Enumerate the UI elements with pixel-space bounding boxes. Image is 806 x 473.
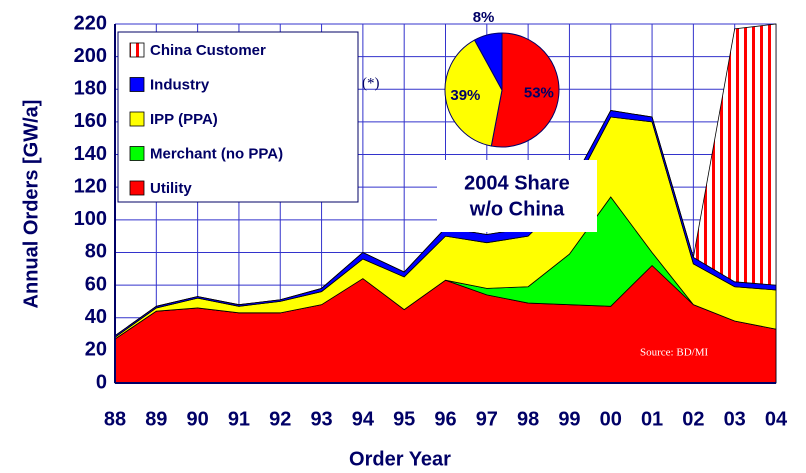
pie-title: 2004 Share <box>464 172 570 194</box>
legend-swatch <box>129 146 145 161</box>
pie-slice <box>444 39 503 147</box>
pie-label: 8% <box>473 9 495 26</box>
legend-swatch <box>129 77 145 92</box>
x-tick-label: 96 <box>434 408 456 430</box>
annotation: (*) <box>362 75 380 91</box>
x-tick-label: 02 <box>682 408 704 430</box>
legend-label: Merchant (no PPA) <box>150 145 283 162</box>
y-tick-label: 40 <box>85 306 107 328</box>
y-tick-label: 180 <box>74 78 107 100</box>
x-tick-label: 90 <box>187 408 209 430</box>
legend-label: China Customer <box>150 42 266 59</box>
y-tick-label: 20 <box>85 339 107 361</box>
x-tick-label: 04 <box>765 408 788 430</box>
pie-label: 39% <box>450 87 480 104</box>
legend-swatch <box>129 180 145 196</box>
pie-label: 53% <box>524 84 554 101</box>
x-tick-label: 94 <box>352 408 375 430</box>
pie-title-box <box>437 160 597 232</box>
x-tick-label: 03 <box>724 408 746 430</box>
pie-slice <box>490 32 560 148</box>
pie-title: w/o China <box>469 198 565 220</box>
y-axis-label: Annual Orders [GW/a] <box>20 100 42 309</box>
pie: 53% 39% 8% <box>444 9 560 148</box>
x-tick-label: 89 <box>145 408 167 430</box>
y-tick-label: 60 <box>85 273 107 295</box>
legend-label: Utility <box>150 180 192 197</box>
y-tick-label: 220 <box>74 12 107 34</box>
y-tick-label: 200 <box>74 45 107 67</box>
area <box>114 23 777 337</box>
pie-slice <box>473 32 503 91</box>
x-tick-label: 97 <box>476 408 498 430</box>
y-tick-label: 80 <box>85 241 107 263</box>
legend-box <box>117 31 359 203</box>
x-tick-label: 98 <box>517 408 539 430</box>
x-tick-label: 93 <box>310 408 332 430</box>
legend-label: IPP (PPA) <box>150 111 218 128</box>
x-axis-label: Order Year <box>349 448 451 470</box>
x-tick-label: 88 <box>104 408 126 430</box>
x-tick-label: 00 <box>600 408 622 430</box>
legend-swatch <box>129 111 145 127</box>
y-tick-label: 140 <box>74 143 107 165</box>
x-tick-label: 92 <box>269 408 291 430</box>
legend-label: Industry <box>150 76 210 93</box>
x-tick-label: 95 <box>393 408 415 430</box>
x-tick-label: 01 <box>641 408 663 430</box>
y-tick-label: 0 <box>96 371 107 393</box>
y-tick-label: 160 <box>74 110 107 132</box>
legend-swatch <box>129 42 145 58</box>
annotation: Source: BD/MI <box>640 347 708 359</box>
y-tick-label: 120 <box>74 175 107 197</box>
legend: China Customer Industry IPP (PPA) Merchant … <box>129 42 283 197</box>
x-tick-label: 91 <box>228 408 250 430</box>
y-tick-label: 100 <box>74 208 107 230</box>
x-tick-label: 99 <box>558 408 580 430</box>
